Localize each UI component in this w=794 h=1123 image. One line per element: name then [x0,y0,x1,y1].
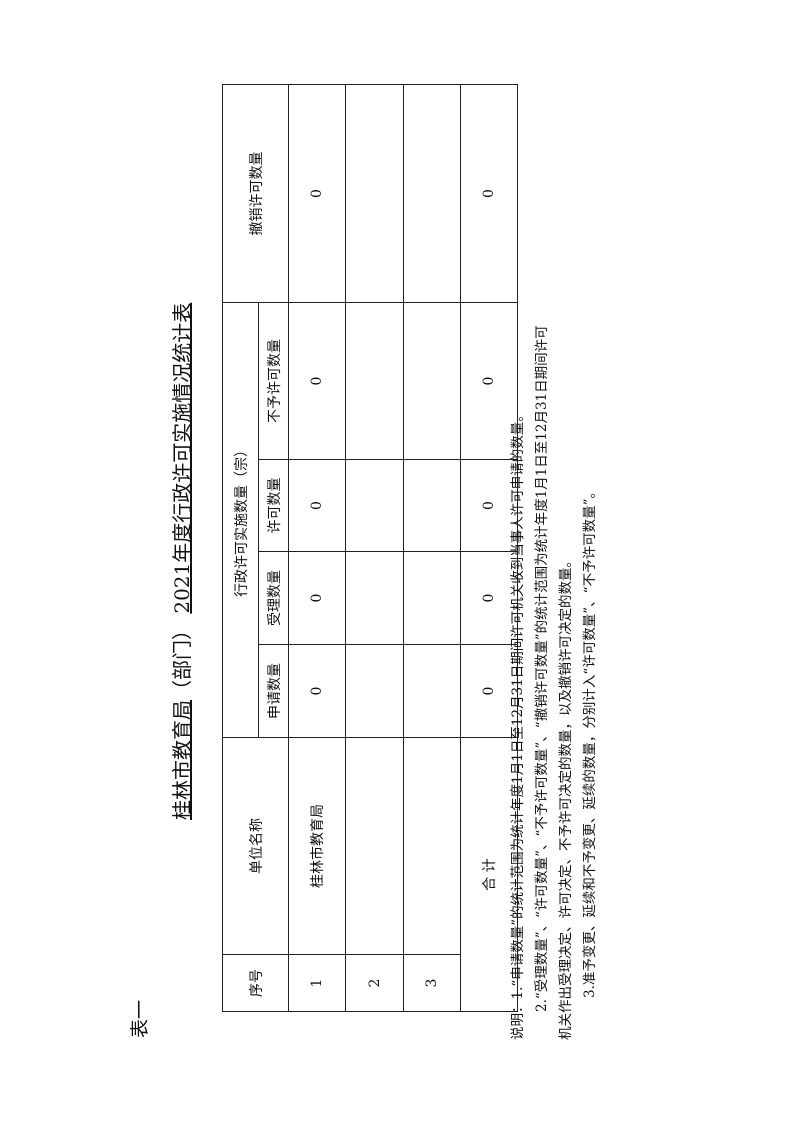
statistics-table: 序号 单位名称 行政许可实施数量（宗） 撤销许可数量 申请数量 受理数量 许可数… [222,84,518,1012]
table-row: 2 [345,84,404,1012]
table-row: 1 桂林市教育局 0 0 0 0 0 [288,84,346,1012]
header-unit: 单位名称 [222,737,289,955]
cell-accept [403,551,461,645]
cell-accept: 0 [288,551,346,645]
cell-revoke [403,84,461,303]
table-row: 3 [403,84,461,1012]
cell-no: 1 [288,954,346,1012]
cell-revoke: 0 [288,84,346,303]
cell-no: 3 [403,954,461,1012]
cell-unit: 桂林市教育局 [288,737,346,955]
header-no: 序号 [222,954,289,1012]
page-title: 桂林市教育局（部门） 2021年度行政许可实施情况统计表 [166,303,195,820]
note-2: 2.“受理数量”、“许可数量”、“不予许可数量”、“撤销许可数量”的统计范围为统… [534,325,550,1012]
cell-deny [403,302,461,460]
cell-apply: 0 [288,644,346,738]
cell-revoke [345,84,404,303]
title-department: 桂林市教育局 [170,700,194,820]
cell-apply [345,644,404,738]
cell-deny [345,302,404,460]
title-year: 2021 [170,562,194,614]
title-rest: 年度行政许可实施情况统计表 [170,302,194,563]
header-group: 行政许可实施数量（宗） [222,302,259,738]
note-1: 说明：1.“申请数量”的统计范围为统计年度1月1日至12月31日期间许可机关收到… [510,408,526,1040]
header-deny: 不予许可数量 [258,302,289,460]
header-permit: 许可数量 [258,459,289,552]
cell-permit [345,459,404,552]
header-apply: 申请数量 [258,644,289,738]
note-2-cont: 机关作出受理决定、许可决定、不予许可决定的数量，以及撤销许可决定的数量。 [558,554,574,1040]
cell-apply [403,644,461,738]
header-revoke: 撤销许可数量 [222,84,289,303]
title-suffix: （部门） [170,620,194,700]
cell-permit [403,459,461,552]
header-accept: 受理数量 [258,551,289,645]
cell-accept [345,551,404,645]
note-3: 3.准予变更、延续和不予变更、延续的数量，分别计入“许可数量”、“不予许可数量”… [582,485,598,998]
cell-unit [403,737,461,955]
notes: 说明：1.“申请数量”的统计范围为统计年度1月1日至12月31日期间许可机关收到… [506,80,602,1040]
cell-permit: 0 [288,459,346,552]
cell-unit [345,737,404,955]
table-label: 表一 [129,999,151,1038]
cell-deny: 0 [288,302,346,460]
cell-no: 2 [345,954,404,1012]
